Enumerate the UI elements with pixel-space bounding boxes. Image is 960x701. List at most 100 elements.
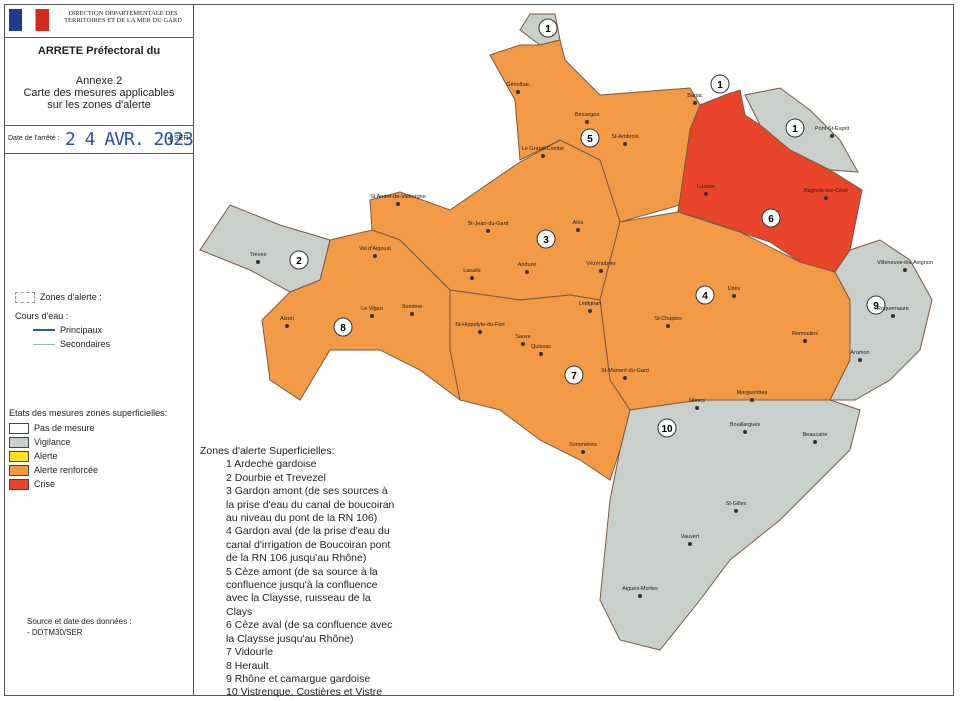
town-label: Aigues-Mortes xyxy=(622,586,658,592)
zone-marker xyxy=(536,229,556,249)
town-label: Alzon xyxy=(280,316,294,322)
town-dot xyxy=(638,594,642,598)
town-dot xyxy=(396,202,400,206)
town-label: Villeneuve-lès-Avignon xyxy=(877,260,933,266)
zone-number: 6 xyxy=(768,214,774,225)
town-dot xyxy=(903,268,907,272)
zones-label: Zones d'alerte : xyxy=(40,292,102,302)
annex: Annexe 2 xyxy=(75,75,123,87)
zone-marker xyxy=(710,74,730,94)
town-dot xyxy=(285,324,289,328)
states-title: Etats des mesures zones superficielles: xyxy=(9,408,168,418)
zone-number: 8 xyxy=(340,323,346,334)
town-dot xyxy=(824,196,828,200)
zone-number: 4 xyxy=(702,291,708,302)
town-dot xyxy=(588,309,592,313)
header-box: DIRECTION DEPARTEMENTALE DES TERRITOIRES… xyxy=(5,5,193,38)
zones-list-item: 3 Gardon amont (de ses sources à la pris… xyxy=(226,485,395,525)
town-label: Val d'Aigoual xyxy=(359,246,391,252)
zones-list-item: 2 Dourbie et Trevezel xyxy=(226,471,326,484)
zone-number: 5 xyxy=(587,134,593,145)
town-label: St-Jean-du-Gard xyxy=(468,221,509,227)
town-dot xyxy=(813,440,817,444)
zones-list-item: 4 Gardon aval (de la prise d'eau du cana… xyxy=(226,525,391,565)
zone-marker xyxy=(564,365,584,385)
town-dot xyxy=(470,276,474,280)
town-dot xyxy=(541,154,545,158)
town-dot xyxy=(693,101,697,105)
rivers-legend: Principaux Secondaires xyxy=(15,323,110,351)
town-dot xyxy=(623,376,627,380)
town-label: Barjac xyxy=(687,93,703,99)
zone-marker xyxy=(538,18,558,38)
town-label: Beaucaire xyxy=(803,432,828,438)
town-dot xyxy=(576,228,580,232)
town-label: St-Hippolyte-du-Fort xyxy=(455,322,505,328)
service: SER xyxy=(170,135,188,142)
state-item: Crise xyxy=(9,477,98,491)
town-label: St-Mamert-du-Gard xyxy=(601,368,649,374)
town-dot xyxy=(743,430,747,434)
date-box: Date de l'arrêté : 2 4 AVR. 2023 SER xyxy=(5,125,194,154)
town-dot xyxy=(256,260,260,264)
zones-list-item: 9 Rhône et camargue gardoise xyxy=(226,672,371,685)
zone-marker xyxy=(333,317,353,337)
town-label: Lasalle xyxy=(463,268,480,274)
town-dot xyxy=(734,509,738,513)
town-label: Uzès xyxy=(728,286,741,292)
zone-marker xyxy=(866,295,886,315)
town-label: Vauvert xyxy=(681,534,700,540)
zone xyxy=(449,289,631,481)
town-label: Sumène xyxy=(402,304,423,310)
town-dot xyxy=(521,342,525,346)
river-swatch xyxy=(33,343,55,345)
town-dot xyxy=(373,254,377,258)
state-swatch xyxy=(9,478,29,490)
map-frame xyxy=(193,4,954,696)
town-label: Génolhac xyxy=(506,82,530,88)
zones-list-item: 10 Vistrenque, Costières et Vistre xyxy=(226,686,383,699)
zone-number: 1 xyxy=(792,124,798,135)
town-label: Le Vigan xyxy=(361,306,383,312)
zones-list-item: 6 Cèze aval (de sa confluence avec la Cl… xyxy=(226,619,393,645)
state-item: Pas de mesure xyxy=(9,421,98,435)
town-label: St André-de-Valborgne xyxy=(370,194,426,200)
river-label: Principaux xyxy=(60,325,103,335)
town-label: Quissac xyxy=(531,344,551,350)
town-label: Lussan xyxy=(697,184,715,190)
zone-number: 10 xyxy=(661,424,673,435)
subtitle: Carte des mesures applicables sur les zo… xyxy=(23,87,175,111)
town-dot xyxy=(688,542,692,546)
zone-number: 9 xyxy=(873,301,879,312)
zone xyxy=(599,399,861,651)
town-dot xyxy=(858,358,862,362)
zone-marker xyxy=(785,118,805,138)
town-label: Besseges xyxy=(575,112,599,118)
town-label: Aramon xyxy=(850,350,869,356)
title: ARRETE Préfectoral du xyxy=(37,45,161,57)
town-label: Anduze xyxy=(518,262,537,268)
zone-number: 1 xyxy=(717,80,723,91)
town-label: Sauve xyxy=(515,334,531,340)
town-label: Alès xyxy=(573,220,584,226)
town-dot xyxy=(830,134,834,138)
state-label: Alerte renforcée xyxy=(34,465,99,475)
zone-marker xyxy=(761,208,781,228)
town-dot xyxy=(599,269,603,273)
zones-list-item: 1 Ardeche gardoise xyxy=(226,458,317,471)
state-item: Alerte xyxy=(9,449,98,463)
rivers-title: Cours d'eau : xyxy=(15,311,69,321)
town-label: Sommières xyxy=(569,442,597,448)
town-label: Le Grand-Combe xyxy=(522,146,565,152)
town-label: Lédignan xyxy=(579,301,602,307)
zones-legend: Zones d'alerte : xyxy=(15,290,102,304)
town-label: Remoulins xyxy=(792,331,818,337)
zone-marker xyxy=(580,128,600,148)
state-swatch xyxy=(9,436,29,448)
river-item: Principaux xyxy=(15,323,110,337)
town-dot xyxy=(539,352,543,356)
town-dot xyxy=(370,314,374,318)
source-value: - DDTM30/SER xyxy=(27,628,83,637)
state-label: Pas de mesure xyxy=(34,423,95,433)
